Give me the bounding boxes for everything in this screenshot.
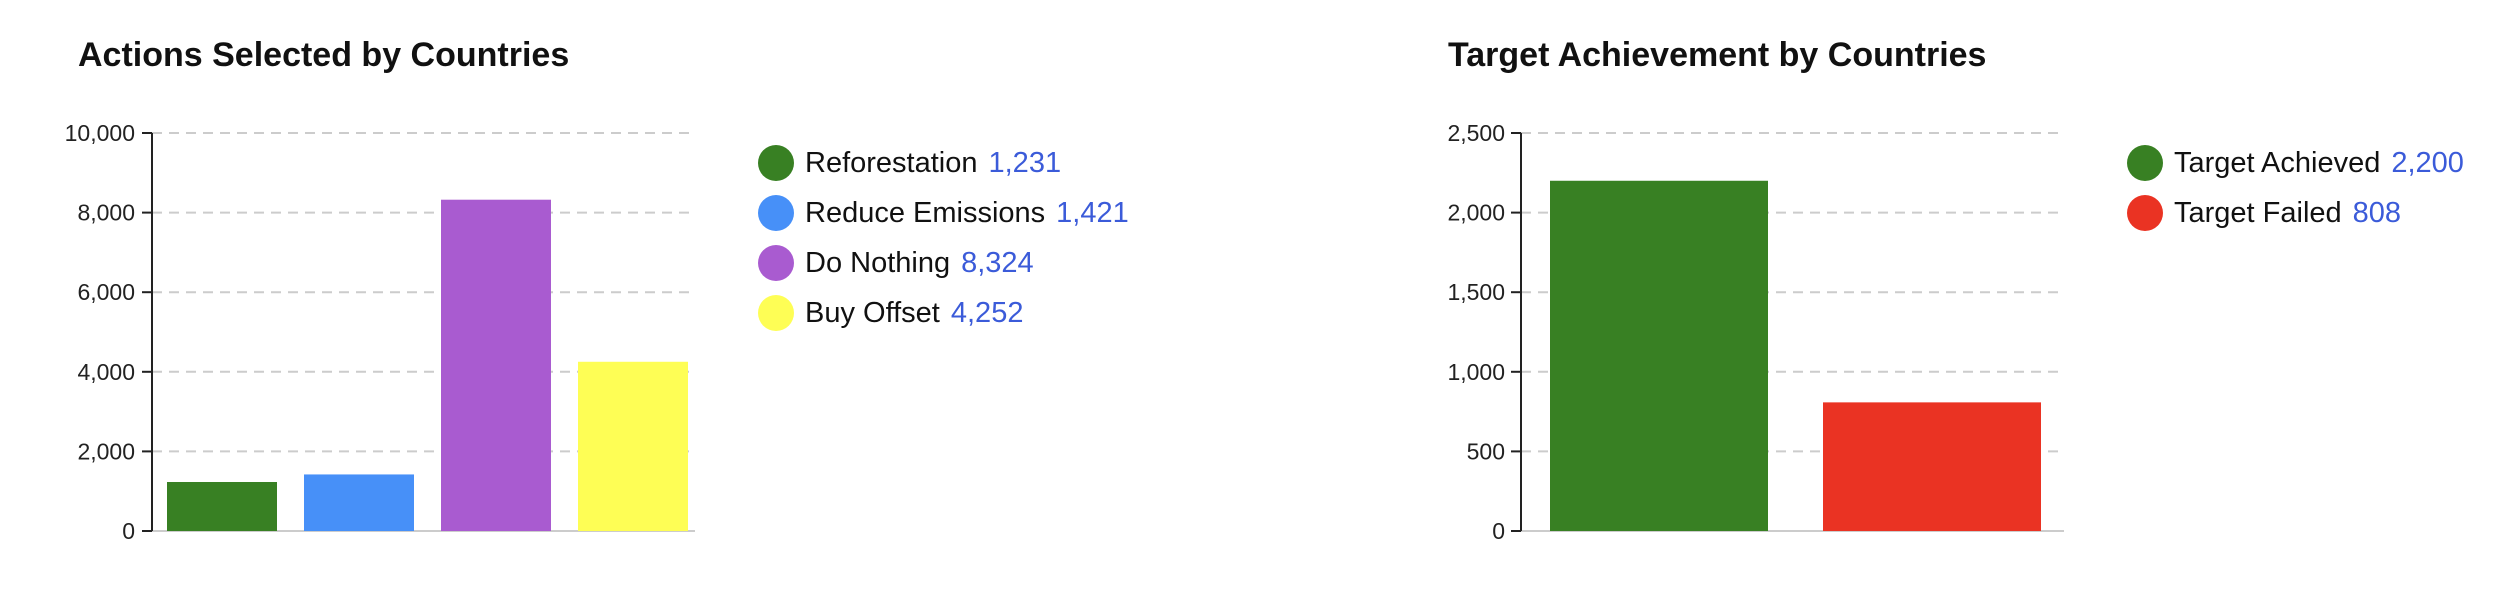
legend-label: Target Failed bbox=[2174, 196, 2342, 229]
bar-buy-offset bbox=[578, 361, 688, 531]
legend-swatch bbox=[758, 245, 794, 281]
legend-value: 808 bbox=[2352, 196, 2402, 229]
legend-swatch bbox=[2127, 145, 2163, 181]
legend-value: 8,324 bbox=[961, 246, 1034, 279]
legend-item-buy-offset: Buy Offset 4,252 bbox=[758, 288, 1129, 338]
bar-target-achieved bbox=[1550, 180, 1768, 531]
legend-swatch bbox=[758, 195, 794, 231]
y-tick-label: 8,000 bbox=[77, 200, 135, 226]
y-tick-label: 500 bbox=[1467, 438, 1505, 464]
chart-title-actions: Actions Selected by Countries bbox=[78, 36, 570, 74]
legend-swatch bbox=[758, 145, 794, 181]
legend-value: 1,231 bbox=[988, 146, 1062, 179]
bar-target-failed bbox=[1823, 402, 2041, 531]
legend-label: Reduce Emissions bbox=[805, 196, 1046, 229]
legend-item-target-failed: Target Failed 808 bbox=[2127, 188, 2464, 238]
legend-swatch bbox=[2127, 195, 2163, 231]
legend-value: 1,421 bbox=[1056, 196, 1129, 229]
y-tick-label: 2,000 bbox=[1447, 200, 1505, 226]
bar-reduce-emissions bbox=[304, 474, 414, 531]
y-tick-label: 2,500 bbox=[1447, 120, 1505, 146]
bar-reforestation bbox=[167, 482, 277, 531]
y-tick-label: 2,000 bbox=[77, 438, 135, 464]
y-tick-label: 4,000 bbox=[77, 359, 135, 385]
chart-title-target: Target Achievement by Countries bbox=[1448, 36, 1987, 74]
legend-item-target-achieved: Target Achieved 2,200 bbox=[2127, 138, 2464, 188]
legend-actions: Reforestation 1,231 Reduce Emissions 1,421 D… bbox=[758, 138, 1129, 338]
legend-label: Buy Offset bbox=[805, 296, 940, 329]
legend-value: 4,252 bbox=[950, 296, 1024, 329]
bar-do-nothing bbox=[441, 199, 551, 531]
legend-label: Target Achieved bbox=[2174, 146, 2381, 179]
legend-item-reforestation: Reforestation 1,231 bbox=[758, 138, 1129, 188]
y-tick-label: 10,000 bbox=[65, 120, 135, 146]
y-tick-label: 1,000 bbox=[1447, 359, 1505, 385]
legend-label: Reforestation bbox=[805, 146, 978, 179]
legend-swatch bbox=[758, 295, 794, 331]
y-tick-label: 0 bbox=[122, 518, 135, 544]
y-tick-label: 1,500 bbox=[1447, 279, 1505, 305]
legend-value: 2,200 bbox=[2391, 146, 2464, 179]
legend-item-do-nothing: Do Nothing 8,324 bbox=[758, 238, 1129, 288]
legend-target: Target Achieved 2,200 Target Failed 808 bbox=[2127, 138, 2464, 238]
legend-item-reduce-emissions: Reduce Emissions 1,421 bbox=[758, 188, 1129, 238]
y-tick-label: 0 bbox=[1492, 518, 1505, 544]
legend-label: Do Nothing bbox=[805, 246, 951, 279]
y-tick-label: 6,000 bbox=[77, 279, 135, 305]
